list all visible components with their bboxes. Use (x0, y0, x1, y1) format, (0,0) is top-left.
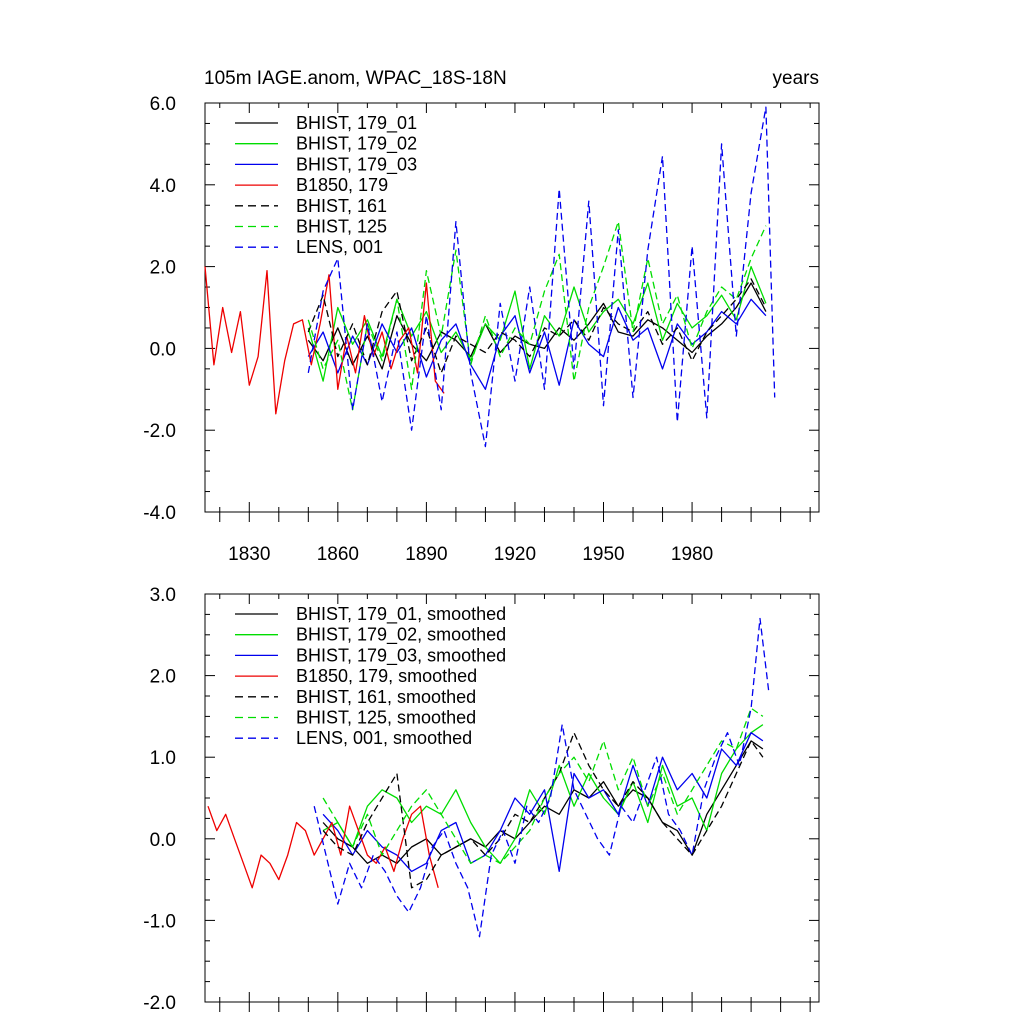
y-tick-label: 1.0 (150, 748, 176, 769)
series-line-bhist-161-smoothed (322, 732, 764, 889)
series-line-bhist-179-02-smoothed (322, 724, 764, 864)
legend-entry: LENS, 001, smoothed (296, 728, 472, 748)
chart-title: 105m IAGE.anom, WPAC_18S-18N (204, 68, 507, 89)
series-line-bhist-179-02 (307, 265, 767, 382)
series-line-b1850-179 (204, 266, 445, 415)
legend-entry: BHIST, 179_03, smoothed (296, 645, 506, 666)
top-panel: 105m IAGE.anom, WPAC_18S-18N years -4.0 -… (143, 68, 820, 565)
series-line-bhist-125 (307, 220, 767, 411)
y-tick-label: 3.0 (150, 585, 176, 606)
legend-entry: B1850, 179 (296, 175, 388, 195)
series-line-bhist-125-smoothed (322, 707, 764, 864)
legend-entry: BHIST, 179_02 (296, 134, 417, 155)
legend-entry: LENS, 001 (296, 237, 383, 257)
y-tick-label: 2.0 (150, 667, 176, 688)
x-tick-label: 1950 (582, 544, 624, 565)
chart-title-right: years (773, 68, 819, 89)
series-line-bhist-179-03-smoothed (322, 732, 764, 873)
y-tick-label: -4.0 (143, 503, 176, 524)
y-tick-label: -2.0 (143, 421, 176, 442)
legend-entry: BHIST, 179_01 (296, 113, 417, 134)
y-tick-label: -2.0 (143, 993, 176, 1014)
legend-entry: BHIST, 179_02, smoothed (296, 625, 506, 646)
legend-entry: BHIST, 179_01, smoothed (296, 604, 506, 625)
legend-entry: BHIST, 179_03 (296, 154, 417, 175)
y-tick-label: 6.0 (150, 94, 176, 115)
y-tick-label: 0.0 (150, 339, 176, 360)
series-line-lens-001 (307, 106, 776, 448)
legend-entry: BHIST, 125, smoothed (296, 708, 476, 728)
series-line-b1850-179-smoothed (207, 805, 439, 889)
y-tick-label: 2.0 (150, 258, 176, 279)
legend-entry: BHIST, 125 (296, 217, 387, 237)
x-tick-label: 1860 (317, 544, 359, 565)
series-line-bhist-161 (307, 278, 767, 374)
bottom-panel: -2.0 -1.0 0.0 1.0 2.0 3.0 BHIST, 179_01, smoot… (143, 585, 820, 1014)
x-tick-label: 1830 (228, 544, 270, 565)
x-tick-label: 1980 (671, 544, 713, 565)
x-tick-label: 1890 (405, 544, 447, 565)
series-line-bhist-179-01 (307, 282, 767, 370)
legend-entry: B1850, 179, smoothed (296, 666, 477, 686)
y-tick-label: -1.0 (143, 911, 176, 932)
y-tick-label: 4.0 (150, 176, 176, 197)
legend-entry: BHIST, 161 (296, 196, 387, 216)
y-tick-label: 0.0 (150, 830, 176, 851)
x-tick-label: 1920 (494, 544, 536, 565)
legend-entry: BHIST, 161, smoothed (296, 687, 476, 707)
